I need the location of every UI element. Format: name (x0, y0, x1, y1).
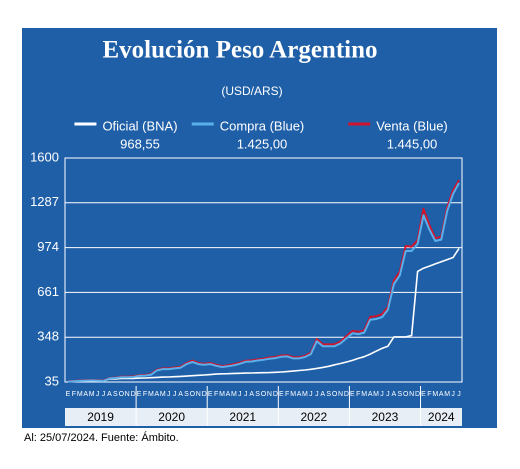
x-tick-label: N (409, 391, 414, 398)
x-tick-label: D (202, 391, 207, 398)
y-tick-label: 35 (45, 373, 59, 388)
x-tick-label: J (380, 391, 384, 398)
x-tick-label: J (451, 391, 455, 398)
x-tick-label: D (273, 391, 278, 398)
legend-value: 1.445,00 (387, 136, 438, 151)
x-tick-label: S (397, 391, 402, 398)
y-tick-label: 974 (37, 239, 59, 254)
x-tick-label: E (350, 391, 355, 398)
x-tick-label: J (102, 391, 106, 398)
x-tick-label: O (190, 391, 196, 398)
y-tick-label: 1600 (30, 149, 59, 164)
year-label: 2020 (158, 410, 185, 424)
legend-value: 1.425,00 (237, 136, 288, 151)
x-tick-label: A (83, 391, 88, 398)
x-tick-label: N (125, 391, 130, 398)
x-tick-label: J (315, 391, 319, 398)
chart-title: Evolución Peso Argentino (102, 37, 377, 64)
legend-label: Compra (Blue) (220, 118, 305, 133)
x-tick-label: A (392, 391, 397, 398)
x-tick-label: E (279, 391, 284, 398)
x-tick-label: O (332, 391, 338, 398)
x-tick-label: O (261, 391, 267, 398)
x-tick-label: E (208, 391, 213, 398)
x-tick-label: J (96, 391, 100, 398)
year-label: 2024 (428, 410, 455, 424)
x-tick-label: J (238, 391, 242, 398)
plot-area (64, 157, 463, 383)
x-tick-label: F (356, 391, 360, 398)
x-tick-label: J (167, 391, 171, 398)
x-tick-label: M (77, 391, 83, 398)
x-tick-label: F (285, 391, 289, 398)
x-tick-label: F (214, 391, 218, 398)
y-tick-label: 348 (37, 329, 59, 344)
x-tick-label: A (320, 391, 325, 398)
x-tick-label: A (439, 391, 444, 398)
legend-label: Oficial (BNA) (102, 118, 177, 133)
x-tick-label: J (244, 391, 248, 398)
x-tick-label: F (143, 391, 147, 398)
x-tick-label: N (338, 391, 343, 398)
x-tick-label: O (119, 391, 125, 398)
x-tick-label: M (373, 391, 379, 398)
series-line (67, 182, 460, 383)
x-tick-label: M (432, 391, 438, 398)
x-tick-label: M (444, 391, 450, 398)
x-tick-label: M (89, 391, 95, 398)
x-tick-label: M (302, 391, 308, 398)
y-tick-label: 1287 (30, 194, 59, 209)
x-tick-label: A (107, 391, 112, 398)
year-label: 2023 (372, 410, 399, 424)
x-tick-label: J (386, 391, 390, 398)
x-tick-label: A (249, 391, 254, 398)
year-band (65, 408, 462, 426)
x-tick-label: S (255, 391, 260, 398)
chart-subtitle: (USD/ARS) (221, 84, 282, 98)
x-tick-label: J (309, 391, 313, 398)
legend-value: 968,55 (120, 136, 160, 151)
series-line (68, 247, 460, 383)
year-label: 2022 (301, 410, 328, 424)
x-tick-label: A (226, 391, 231, 398)
x-tick-label: J (457, 391, 461, 398)
x-tick-label: S (184, 391, 189, 398)
x-tick-label: D (415, 391, 420, 398)
x-tick-label: N (196, 391, 201, 398)
x-tick-label: O (403, 391, 409, 398)
x-tick-label: M (231, 391, 237, 398)
x-tick-label: A (297, 391, 302, 398)
x-tick-label: A (155, 391, 160, 398)
x-tick-label: A (178, 391, 183, 398)
x-tick-label: F (427, 391, 431, 398)
x-tick-label: E (137, 391, 142, 398)
x-tick-label: N (267, 391, 272, 398)
x-tick-label: M (361, 391, 367, 398)
x-tick-label: M (219, 391, 225, 398)
year-label: 2021 (229, 410, 256, 424)
x-tick-label: F (72, 391, 76, 398)
x-tick-label: D (131, 391, 136, 398)
x-tick-label: D (344, 391, 349, 398)
x-tick-label: S (326, 391, 331, 398)
year-label: 2019 (87, 410, 114, 424)
y-tick-label: 661 (37, 284, 59, 299)
x-tick-label: A (368, 391, 373, 398)
x-tick-label: S (113, 391, 118, 398)
x-tick-label: M (160, 391, 166, 398)
x-tick-label: E (66, 391, 71, 398)
legend-label: Venta (Blue) (376, 118, 448, 133)
x-tick-label: E (421, 391, 426, 398)
x-tick-label: M (290, 391, 296, 398)
x-tick-label: M (148, 391, 154, 398)
x-tick-label: J (173, 391, 177, 398)
footer: Al: 25/07/2024. Fuente: Ámbito. (24, 431, 179, 444)
